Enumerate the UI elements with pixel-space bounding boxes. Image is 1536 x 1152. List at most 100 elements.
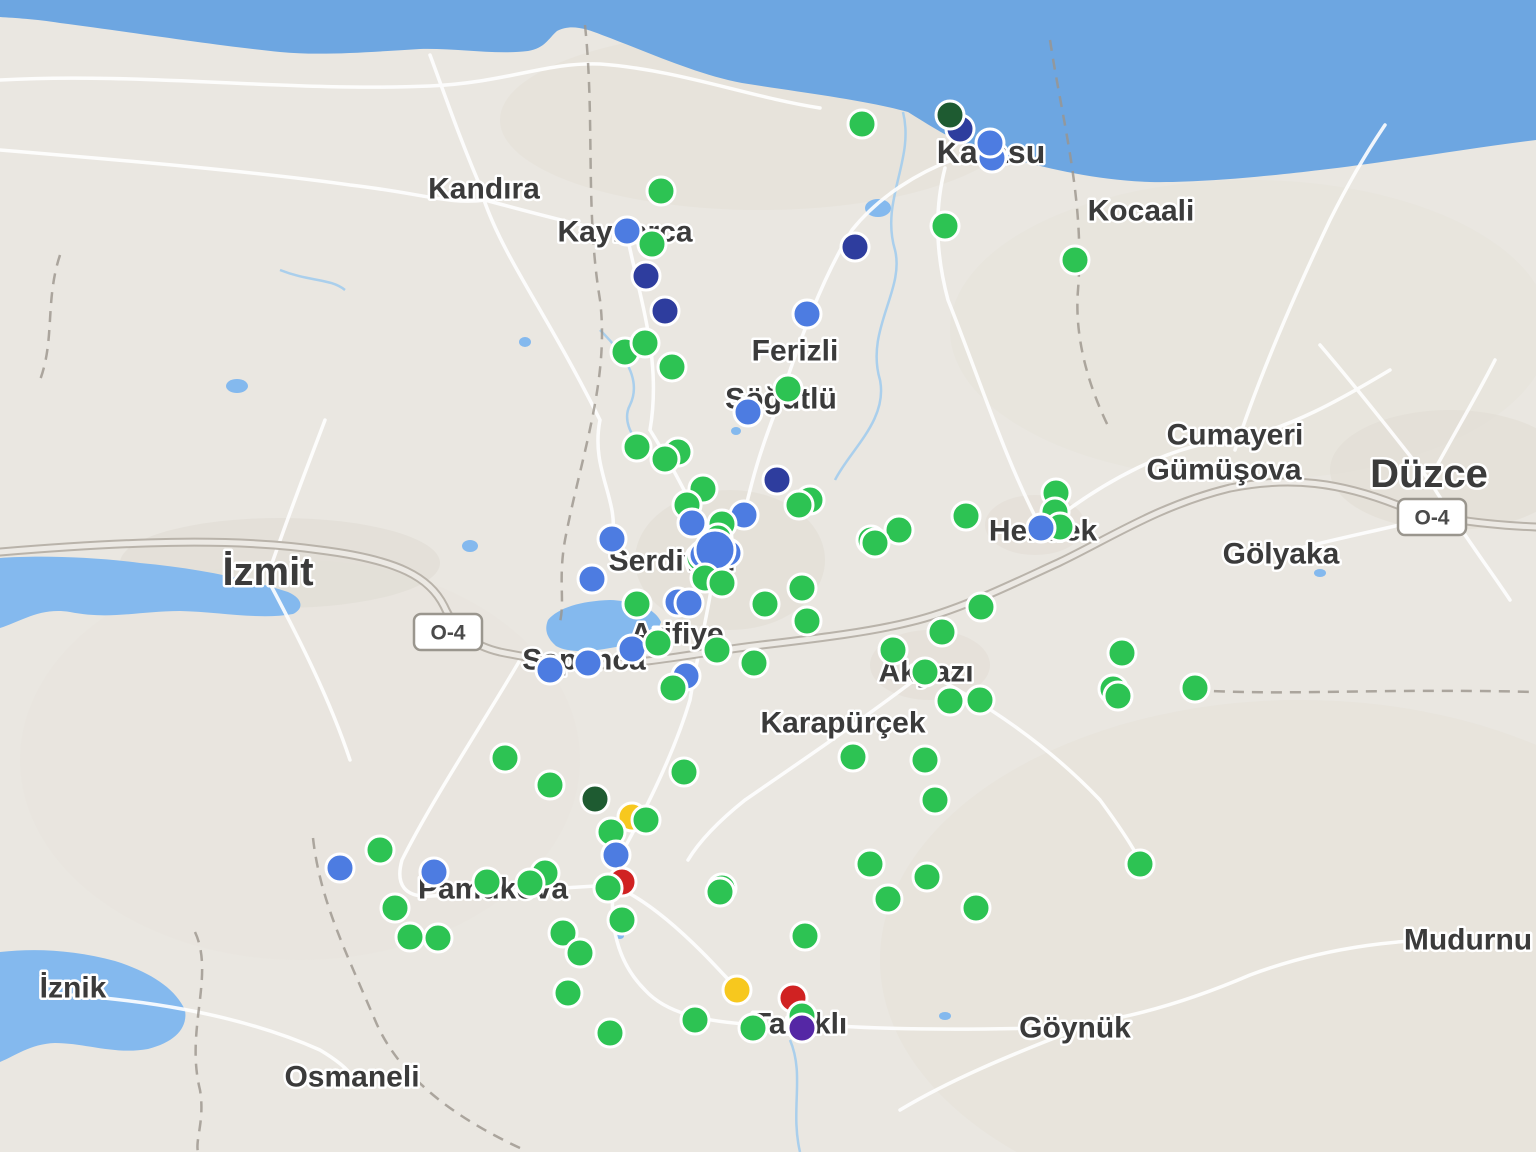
map-marker-blue[interactable] <box>418 856 450 888</box>
map-marker-navy[interactable] <box>839 231 871 263</box>
map-marker-green[interactable] <box>668 756 700 788</box>
map-marker-green[interactable] <box>594 1017 626 1049</box>
map-marker-green[interactable] <box>877 634 909 666</box>
map-marker-green[interactable] <box>929 210 961 242</box>
place-label-mudurnu: Mudurnu <box>1404 924 1532 957</box>
place-label-dzce: Düzce <box>1370 452 1488 496</box>
map-marker-navy[interactable] <box>761 464 793 496</box>
place-label-glyaka: Gölyaka <box>1223 538 1340 571</box>
map-marker-green[interactable] <box>630 804 662 836</box>
map-marker-green[interactable] <box>701 634 733 666</box>
map-marker-blue[interactable] <box>732 396 764 428</box>
map-marker-green[interactable] <box>791 605 823 637</box>
map-marker-green[interactable] <box>738 647 770 679</box>
map-marker-green[interactable] <box>629 327 661 359</box>
map-marker-green[interactable] <box>679 1004 711 1036</box>
map-marker-green[interactable] <box>1102 680 1134 712</box>
map-marker-green[interactable] <box>534 769 566 801</box>
map-marker-green[interactable] <box>965 591 997 623</box>
map-marker-green[interactable] <box>645 175 677 207</box>
map-marker-green[interactable] <box>964 684 996 716</box>
map-marker-blue[interactable] <box>1025 512 1057 544</box>
road-badge-label: O-4 <box>1414 507 1449 530</box>
map-marker-green[interactable] <box>1124 848 1156 880</box>
map-marker-green[interactable] <box>489 742 521 774</box>
map-marker-blue[interactable] <box>576 563 608 595</box>
map-marker-green[interactable] <box>960 892 992 924</box>
map-marker-green[interactable] <box>854 848 886 880</box>
black-sea <box>0 0 1536 183</box>
map-marker-green[interactable] <box>564 937 596 969</box>
map-marker-green[interactable] <box>911 861 943 893</box>
admin-boundaries <box>38 24 1536 1152</box>
map-marker-green[interactable] <box>514 867 546 899</box>
map-marker-green[interactable] <box>859 527 891 559</box>
map-marker-blue[interactable] <box>534 654 566 686</box>
map-marker-green[interactable] <box>621 588 653 620</box>
map-marker-blue[interactable] <box>791 298 823 330</box>
map-marker-blue[interactable] <box>673 587 705 619</box>
map-marker-green[interactable] <box>642 627 674 659</box>
map-marker-green[interactable] <box>883 514 915 546</box>
map-marker-green[interactable] <box>909 744 941 776</box>
map-marker-green[interactable] <box>656 351 688 383</box>
map-marker-green[interactable] <box>737 1012 769 1044</box>
map-marker-green[interactable] <box>789 920 821 952</box>
map-marker-blue[interactable] <box>596 523 628 555</box>
map-marker-green[interactable] <box>872 883 904 915</box>
map-marker-green[interactable] <box>649 443 681 475</box>
map-marker-navy[interactable] <box>649 295 681 327</box>
place-label-karaprek: Karapürçek <box>760 707 925 740</box>
place-label-cumayeri: Cumayeri <box>1167 419 1304 452</box>
map-marker-blue[interactable] <box>616 633 648 665</box>
map-marker-blue[interactable] <box>600 839 632 871</box>
map-marker-darkgreen[interactable] <box>934 99 966 131</box>
map-marker-green[interactable] <box>636 228 668 260</box>
map-marker-navy[interactable] <box>630 260 662 292</box>
map-marker-green[interactable] <box>950 500 982 532</box>
map-marker-green[interactable] <box>934 685 966 717</box>
map-marker-darkgreen[interactable] <box>579 783 611 815</box>
map-marker-green[interactable] <box>606 904 638 936</box>
place-label-osmaneli: Osmaneli <box>284 1061 419 1094</box>
place-label-iznik: İznik <box>40 972 107 1005</box>
map-marker-green[interactable] <box>749 588 781 620</box>
map-marker-green[interactable] <box>783 489 815 521</box>
map-marker-blue[interactable] <box>572 647 604 679</box>
map-marker-green[interactable] <box>394 921 426 953</box>
map-marker-blue[interactable] <box>611 215 643 247</box>
map-marker-green[interactable] <box>704 876 736 908</box>
map-marker-green[interactable] <box>552 977 584 1009</box>
map-marker-green[interactable] <box>471 866 503 898</box>
map-marker-green[interactable] <box>1179 672 1211 704</box>
map-marker-green[interactable] <box>786 572 818 604</box>
map-marker-green[interactable] <box>621 431 653 463</box>
map-marker-green[interactable] <box>592 872 624 904</box>
map-marker-green[interactable] <box>846 108 878 140</box>
map-marker-green[interactable] <box>772 373 804 405</box>
map-marker-green[interactable] <box>547 917 579 949</box>
ponds <box>226 199 1326 1020</box>
map-marker-blue[interactable] <box>974 127 1006 159</box>
map-marker-blue[interactable] <box>676 507 708 539</box>
map-marker-green[interactable] <box>379 892 411 924</box>
road-badge: O-4 <box>1396 497 1468 537</box>
map-marker-blue[interactable] <box>324 852 356 884</box>
map-marker-purple[interactable] <box>786 1012 818 1044</box>
map-marker-green[interactable] <box>837 741 869 773</box>
map-marker-green[interactable] <box>926 616 958 648</box>
map-marker-green[interactable] <box>1106 637 1138 669</box>
map-marker-green[interactable] <box>909 656 941 688</box>
map-marker-green[interactable] <box>919 784 951 816</box>
map-marker-green[interactable] <box>706 567 738 599</box>
map-marker-green[interactable] <box>422 922 454 954</box>
iznik-lake <box>0 950 186 1062</box>
map-marker-green[interactable] <box>657 672 689 704</box>
map-marker-green[interactable] <box>364 834 396 866</box>
map-marker-yellow[interactable] <box>721 974 753 1006</box>
place-label-kocaali: Kocaali <box>1088 195 1195 228</box>
map-marker-green[interactable] <box>1059 244 1091 276</box>
place-label-izmit: İzmit <box>222 550 313 594</box>
